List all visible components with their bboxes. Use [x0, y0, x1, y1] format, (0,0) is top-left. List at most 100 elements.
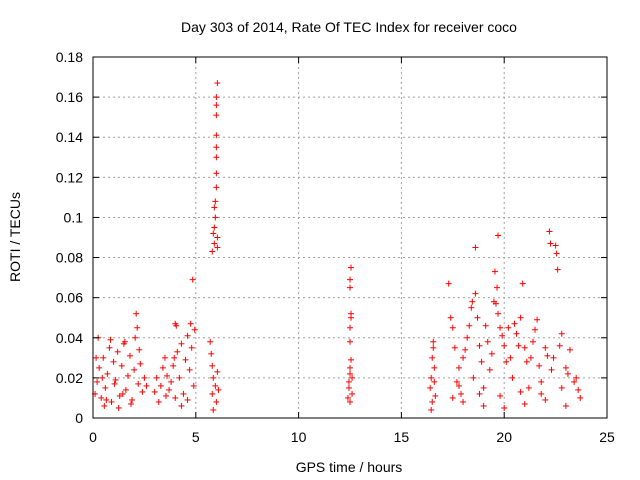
data-point: [106, 344, 113, 351]
data-point: [492, 300, 499, 307]
data-point: [132, 334, 139, 341]
data-point: [344, 394, 351, 401]
data-point: [188, 344, 195, 351]
data-point: [564, 370, 571, 377]
data-point: [121, 338, 128, 345]
data-point: [505, 324, 512, 331]
data-point: [209, 248, 216, 255]
data-point: [136, 346, 143, 353]
data-point: [427, 384, 434, 391]
data-point: [108, 398, 115, 405]
data-point: [214, 244, 221, 251]
data-point: [573, 374, 580, 381]
data-point: [347, 364, 353, 371]
data-points: [92, 80, 584, 413]
data-point: [115, 404, 122, 411]
data-point: [558, 384, 565, 391]
x-tick-label: 5: [192, 429, 200, 445]
data-point: [445, 280, 452, 287]
data-point: [515, 342, 522, 349]
data-point: [536, 362, 543, 369]
data-point: [484, 338, 491, 345]
data-point: [480, 402, 487, 409]
data-point: [546, 228, 553, 235]
data-point: [547, 240, 554, 247]
data-point: [529, 338, 536, 345]
data-point: [488, 350, 495, 357]
data-point: [182, 356, 189, 363]
data-point: [184, 396, 191, 403]
data-point: [348, 356, 355, 363]
data-point: [460, 354, 467, 361]
data-point: [100, 354, 107, 361]
plot-frame: [92, 56, 608, 419]
data-point: [429, 398, 436, 405]
data-point: [213, 154, 220, 161]
data-point: [210, 406, 217, 413]
data-point: [164, 372, 171, 379]
data-point: [453, 378, 460, 385]
data-point: [466, 322, 473, 329]
data-point: [210, 230, 217, 237]
data-point: [213, 132, 220, 139]
data-point: [451, 344, 458, 351]
data-point: [476, 390, 483, 397]
data-point: [538, 390, 545, 397]
data-point: [447, 314, 454, 321]
data-point: [112, 376, 119, 383]
data-point: [107, 336, 114, 343]
data-point: [178, 402, 185, 409]
data-point: [214, 234, 221, 241]
data-point: [554, 266, 561, 273]
data-point: [494, 284, 501, 291]
data-point: [137, 360, 144, 367]
data-point: [449, 394, 456, 401]
data-point: [162, 392, 169, 399]
data-point: [155, 398, 162, 405]
data-point: [211, 224, 218, 231]
data-point: [542, 344, 549, 351]
data-point: [495, 232, 502, 239]
data-point: [208, 350, 215, 357]
data-point: [94, 378, 101, 385]
data-point: [562, 402, 569, 409]
data-point: [133, 310, 140, 317]
y-tick-label: 0.02: [56, 370, 83, 386]
data-point: [215, 386, 222, 393]
data-point: [511, 320, 518, 327]
data-point: [556, 342, 563, 349]
data-point: [214, 368, 221, 375]
data-point: [189, 276, 196, 283]
y-tick-label: 0.08: [56, 250, 83, 266]
data-point: [476, 342, 483, 349]
data-point: [428, 406, 435, 413]
data-point: [151, 388, 158, 395]
data-point: [538, 378, 545, 385]
data-point: [191, 326, 198, 333]
data-point: [184, 332, 191, 339]
data-point: [157, 382, 164, 389]
y-tick-label: 0: [75, 410, 83, 426]
data-point: [577, 394, 584, 401]
data-point: [432, 392, 439, 399]
y-tick-label: 0.04: [56, 330, 83, 346]
data-point: [548, 366, 555, 373]
data-point: [187, 320, 194, 327]
data-point: [139, 388, 146, 395]
data-point: [464, 334, 471, 341]
data-point: [553, 250, 560, 257]
chart-title: Day 303 of 2014, Rate Of TEC Index for r…: [181, 19, 517, 35]
data-point: [161, 354, 168, 361]
data-point: [131, 366, 138, 373]
data-point: [96, 364, 103, 371]
data-point: [499, 332, 506, 339]
data-point: [468, 304, 475, 311]
data-point: [186, 366, 193, 373]
y-axis-title: ROTI / TECUs: [7, 192, 23, 282]
data-point: [431, 378, 438, 385]
data-point: [212, 198, 219, 205]
y-tick-label: 0.18: [56, 49, 83, 65]
data-point: [503, 358, 510, 365]
data-point: [495, 310, 502, 317]
data-point: [214, 80, 221, 87]
